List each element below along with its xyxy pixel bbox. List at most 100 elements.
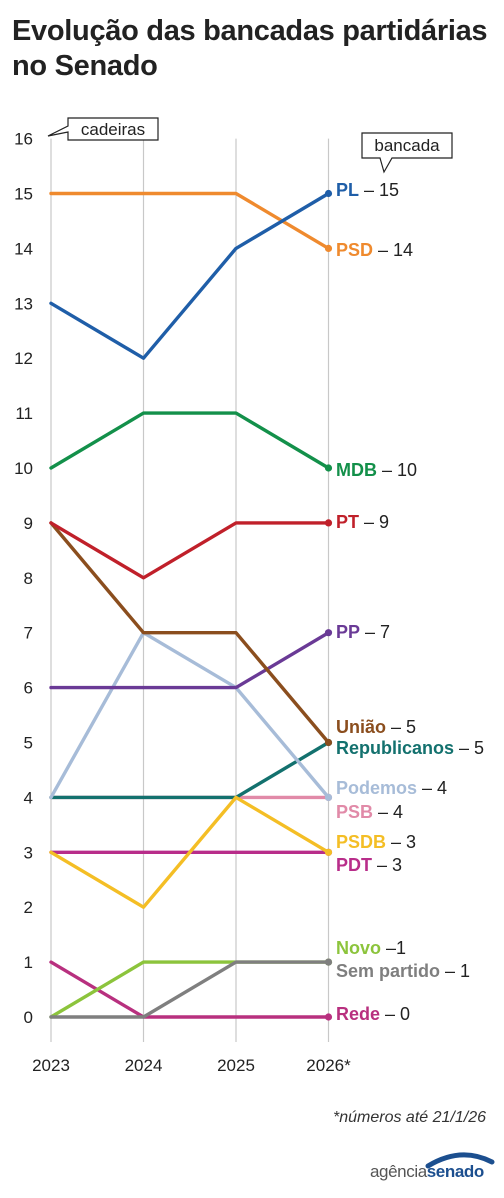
x-tick-label: 2025 [217,1056,255,1075]
series-label-name: PP [336,622,360,642]
series-label-name: PL [336,180,359,200]
series-end-point-uniao [324,738,333,747]
logo-text-agencia: agência [370,1162,427,1181]
series-line-psdb [49,795,331,909]
y-tick-label: 5 [24,734,33,753]
y-tick-label: 7 [24,624,33,643]
y-tick-label: 11 [15,404,33,423]
series-label-name: PSB [336,802,373,822]
y-tick-label: 15 [14,185,33,204]
series-label-name: Sem partido [336,961,440,981]
series-label-pdt: PDT – 3 [336,855,402,875]
series-label-name: PSD [336,240,373,260]
ylabel-text: cadeiras [81,120,145,139]
logo-text-senado: senado [426,1162,485,1181]
series-label-pt: PT – 9 [336,512,389,532]
series-label-value: – 5 [459,738,484,758]
y-tick-label: 16 [14,130,33,149]
y-tick-label: 4 [24,788,33,807]
series-lines [49,189,333,1021]
x-tick-label: 2023 [32,1056,70,1075]
x-tick-label: 2024 [125,1056,163,1075]
series-end-point-pl [324,189,333,198]
y-tick-label: 13 [14,294,33,313]
series-end-point-psd [324,244,333,252]
series-line-mdb [49,411,331,470]
series-label-name: Podemos [336,778,417,798]
series-label-value: – 5 [391,717,416,737]
series-line-pt [49,521,331,580]
series-label-name: União [336,717,386,737]
series-header-callout-box [361,132,453,174]
series-label-value: – 14 [378,240,413,260]
series-line-uniao [49,521,331,745]
y-tick-label: 0 [24,1008,33,1027]
series-label-pl: PL – 15 [336,180,399,200]
y-tick-label: 14 [14,239,33,258]
series-label-name: PT [336,512,359,532]
ylabel-callout-box [47,117,159,141]
axis-callouts: cadeiras bancada [47,117,453,174]
series-label-value: – 15 [364,180,399,200]
y-tick-label: 6 [24,679,33,698]
series-label-value: – 4 [422,778,447,798]
series-line-podemos [49,631,331,800]
series-label-value: – 10 [382,460,417,480]
swoosh-icon [425,1152,495,1169]
series-line-sem-partido [49,960,331,1019]
series-label-psb: PSB – 4 [336,802,403,822]
series-label-name: PDT [336,855,372,875]
x-tick-labels: 2023 2024 2025 2026* [32,1056,351,1075]
series-line-pp [49,631,331,690]
y-tick-label: 12 [14,349,33,368]
series-label-mdb: MDB – 10 [336,460,417,480]
series-line-republicanos [49,740,331,800]
series-label-uniao: União – 5 [336,717,416,737]
series-end-point-pt [324,519,333,527]
series-label-psdb: PSDB – 3 [336,832,416,852]
series-end-point-rede [324,1013,333,1021]
series-end-point-sem-partido [324,958,333,966]
series-label-podemos: Podemos – 4 [336,778,447,798]
series-label-value: – 3 [377,855,402,875]
footnote: *números até 21/1/26 [333,1109,486,1126]
y-tick-label: 10 [14,459,33,478]
series-label-name: Novo [336,938,381,958]
series-label-name: MDB [336,460,377,480]
series-label-name: PSDB [336,832,386,852]
series-label-value: – 9 [364,512,389,532]
series-label-name: Rede [336,1004,380,1024]
series-label-psd: PSD – 14 [336,240,413,260]
series-header-text: bancada [374,136,440,155]
grid-lines [50,138,330,1042]
y-tick-label: 2 [24,898,33,917]
series-line-pl [49,191,331,360]
agencia-senado-logo: agênciasenado [366,1144,496,1186]
series-label-name: Republicanos [336,738,454,758]
series-end-point-podemos [324,793,333,802]
series-label-value: – 1 [445,961,470,981]
series-end-point-psdb [324,848,333,856]
chart-title: Evolução das bancadas partidárias no Sen… [12,15,488,82]
x-tick-label: 2026* [306,1056,351,1075]
series-label-value: –1 [386,938,406,958]
series-label-value: – 0 [385,1004,410,1024]
series-line-psd [49,191,331,251]
series-label-sem-partido: Sem partido – 1 [336,961,470,981]
series-label-novo: Novo –1 [336,938,406,958]
series-end-point-mdb [324,464,333,472]
y-tick-label: 1 [24,953,33,972]
series-end-point-pp [324,629,333,637]
series-label-value: – 3 [391,832,416,852]
y-tick-label: 9 [24,514,33,533]
y-tick-label: 3 [24,843,33,862]
y-tick-label: 8 [24,569,33,588]
series-label-pp: PP – 7 [336,622,390,642]
series-label-rede: Rede – 0 [336,1004,410,1024]
series-label-value: – 4 [378,802,403,822]
series-label-value: – 7 [365,622,390,642]
series-label-republicanos: Republicanos – 5 [336,738,484,758]
